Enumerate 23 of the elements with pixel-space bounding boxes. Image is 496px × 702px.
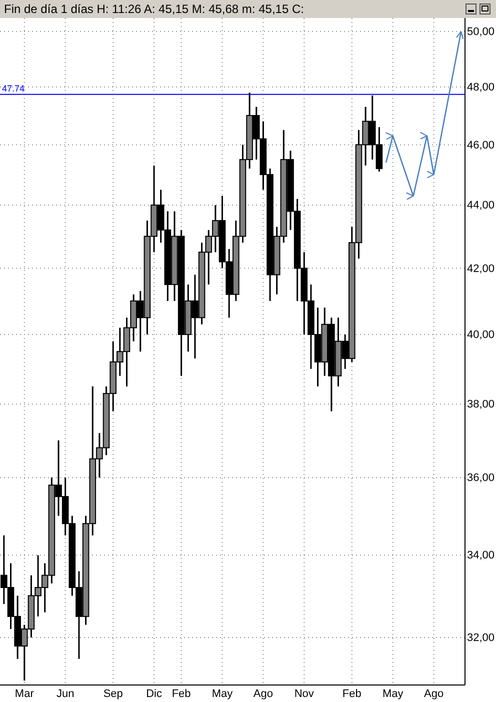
y-tick-label: 44,00 [467,200,495,212]
x-tick-label: May [212,688,234,700]
y-tick-label: 46,00 [467,139,495,152]
x-tick-label: Nov [294,688,314,700]
x-tick-label: Mar [14,688,34,700]
y-tick-label: 32,00 [467,632,495,644]
y-tick-label: 48,00 [467,81,495,94]
x-tick-label: Ago [253,688,273,700]
y-tick-label: 42,00 [467,262,495,275]
x-tick-label: Jun [56,688,74,700]
y-tick-label: 36,00 [467,472,495,484]
x-tick-label: Sep [103,688,123,700]
y-tick-label: 50,00 [467,26,495,38]
chart-title: Fin de día 1 días H: 11:26 A: 45,15 M: 45,68 m: 45,15 C: [4,2,304,16]
x-tick-label: Feb [342,688,362,700]
x-tick-label: Ago [424,688,444,700]
x-tick-label: Feb [172,688,191,700]
x-tick-label: Dic [146,688,162,700]
y-tick-label: 40,00 [467,329,495,342]
ref-line-label: 47.74 [2,83,25,94]
y-tick-label: 38,00 [467,398,495,411]
x-tick-label: May [382,688,404,700]
y-tick-label: 34,00 [467,550,495,562]
